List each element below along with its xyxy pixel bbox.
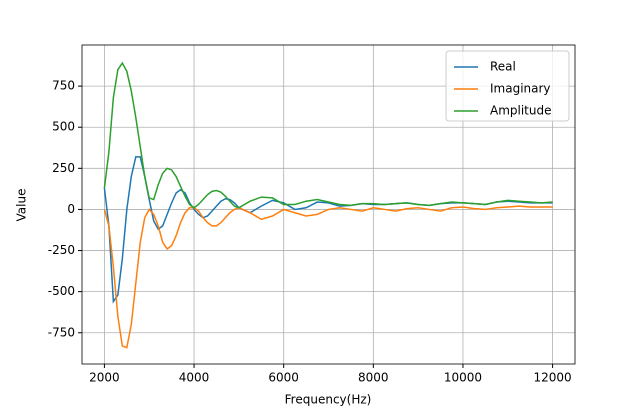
line-series: [103, 205, 553, 349]
legend-label: Amplitude: [490, 104, 552, 118]
y-axis-label: Value: [15, 189, 29, 222]
line-series: [103, 156, 553, 304]
y-tick-label: 0: [67, 202, 75, 216]
y-tick-label: 750: [52, 79, 75, 93]
x-tick-label: 2000: [89, 371, 120, 385]
x-tick-label: 12000: [533, 371, 571, 385]
plot-frame: [81, 44, 576, 365]
line-series: [103, 61, 553, 209]
legend-label: Real: [490, 60, 516, 74]
y-tick-label: 500: [52, 120, 75, 134]
x-tick-label: 8000: [358, 371, 389, 385]
x-tick-label: 4000: [179, 371, 210, 385]
legend-label: Imaginary: [490, 82, 551, 96]
legend-box: [445, 50, 570, 122]
x-tick-label: 10000: [444, 371, 482, 385]
y-tick-label: -500: [48, 284, 75, 298]
x-tick-label: 6000: [268, 371, 299, 385]
y-tick-label: 250: [52, 161, 75, 175]
y-tick-label: -250: [48, 243, 75, 257]
x-axis-label: Frequency(Hz): [285, 393, 372, 407]
legend: Real Imaginary Amplitude: [445, 50, 570, 122]
y-tick-label: -750: [48, 325, 75, 339]
